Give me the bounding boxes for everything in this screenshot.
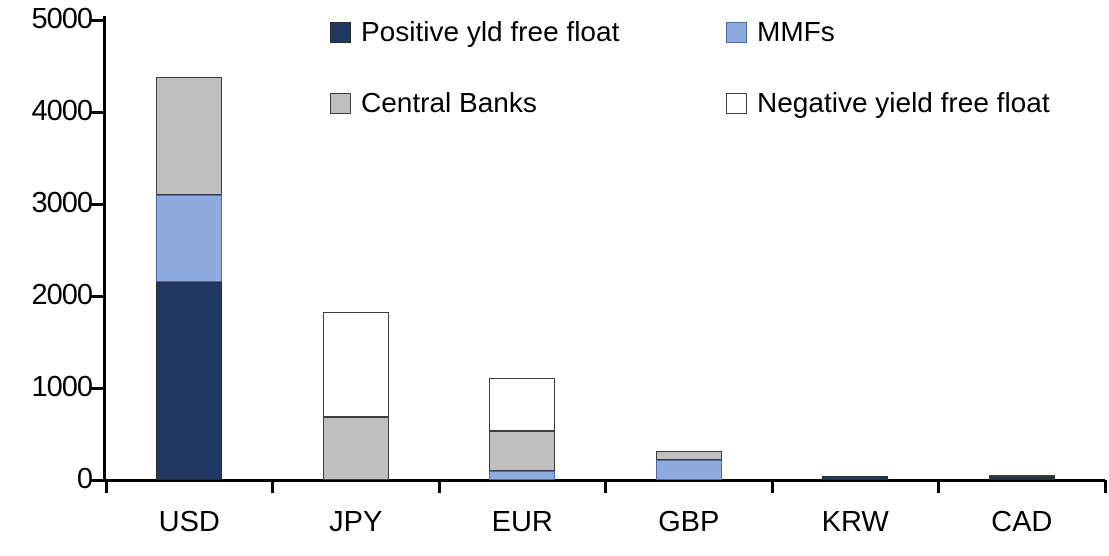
x-tick-label: CAD xyxy=(991,506,1053,538)
x-tick xyxy=(770,480,774,493)
x-tick xyxy=(937,480,940,493)
bar-segment-gbp xyxy=(655,450,722,460)
x-tick-label: GBP xyxy=(658,506,720,538)
y-tick xyxy=(91,294,103,298)
legend-item-positive-yld-free-float: Positive yld free float xyxy=(330,17,619,47)
x-tick xyxy=(1103,480,1107,493)
bar-segment-eur xyxy=(489,431,556,471)
legend-swatch-central-banks-icon xyxy=(330,92,351,114)
y-tick-label: 3000 xyxy=(31,187,93,219)
x-tick-label: JPY xyxy=(329,506,383,538)
y-tick xyxy=(91,110,103,114)
x-tick-label: EUR xyxy=(491,506,553,538)
y-tick-label: 1000 xyxy=(31,371,93,403)
y-tick xyxy=(91,478,103,482)
bar-segment-cad xyxy=(988,477,1055,480)
bar-segment-cad xyxy=(988,474,1055,478)
legend-label: Negative yield free float xyxy=(757,87,1050,118)
legend-swatch-negative-yield-free-float-icon xyxy=(726,92,747,114)
x-tick xyxy=(604,480,607,493)
legend-item-mmfs: MMFs xyxy=(726,17,835,47)
y-tick-label: 2000 xyxy=(31,279,93,311)
x-tick-label: USD xyxy=(158,506,220,538)
y-tick xyxy=(91,386,103,390)
bar-segment-jpy xyxy=(322,416,389,480)
legend-label: MMFs xyxy=(757,16,835,47)
legend-swatch-mmfs-icon xyxy=(726,21,747,43)
legend-label: Positive yld free float xyxy=(361,16,620,47)
legend-swatch-positive-yld-free-float-icon xyxy=(330,21,351,43)
bar-segment-krw xyxy=(822,476,889,480)
legend-item-central-banks: Central Banks xyxy=(330,88,537,118)
x-tick xyxy=(104,480,108,493)
bar-segment-eur xyxy=(489,377,556,432)
x-tick-label: KRW xyxy=(821,506,889,538)
y-tick-label: 4000 xyxy=(31,95,93,127)
bar-segment-eur xyxy=(489,470,556,480)
bar-segment-jpy xyxy=(322,311,389,417)
x-tick xyxy=(271,480,274,493)
y-tick xyxy=(91,202,103,206)
legend-label: Central Banks xyxy=(361,87,537,118)
y-tick-label: 0 xyxy=(76,463,93,495)
y-tick-label: 5000 xyxy=(31,3,93,35)
legend-item-negative-yield-free-float: Negative yield free float xyxy=(726,88,1050,118)
bar-segment-usd xyxy=(156,77,223,195)
bar-segment-gbp xyxy=(655,459,722,480)
y-tick xyxy=(91,18,103,22)
bar-segment-usd xyxy=(156,282,223,480)
bar-segment-usd xyxy=(156,194,223,283)
x-tick xyxy=(437,480,441,493)
y-axis-line xyxy=(103,16,106,481)
